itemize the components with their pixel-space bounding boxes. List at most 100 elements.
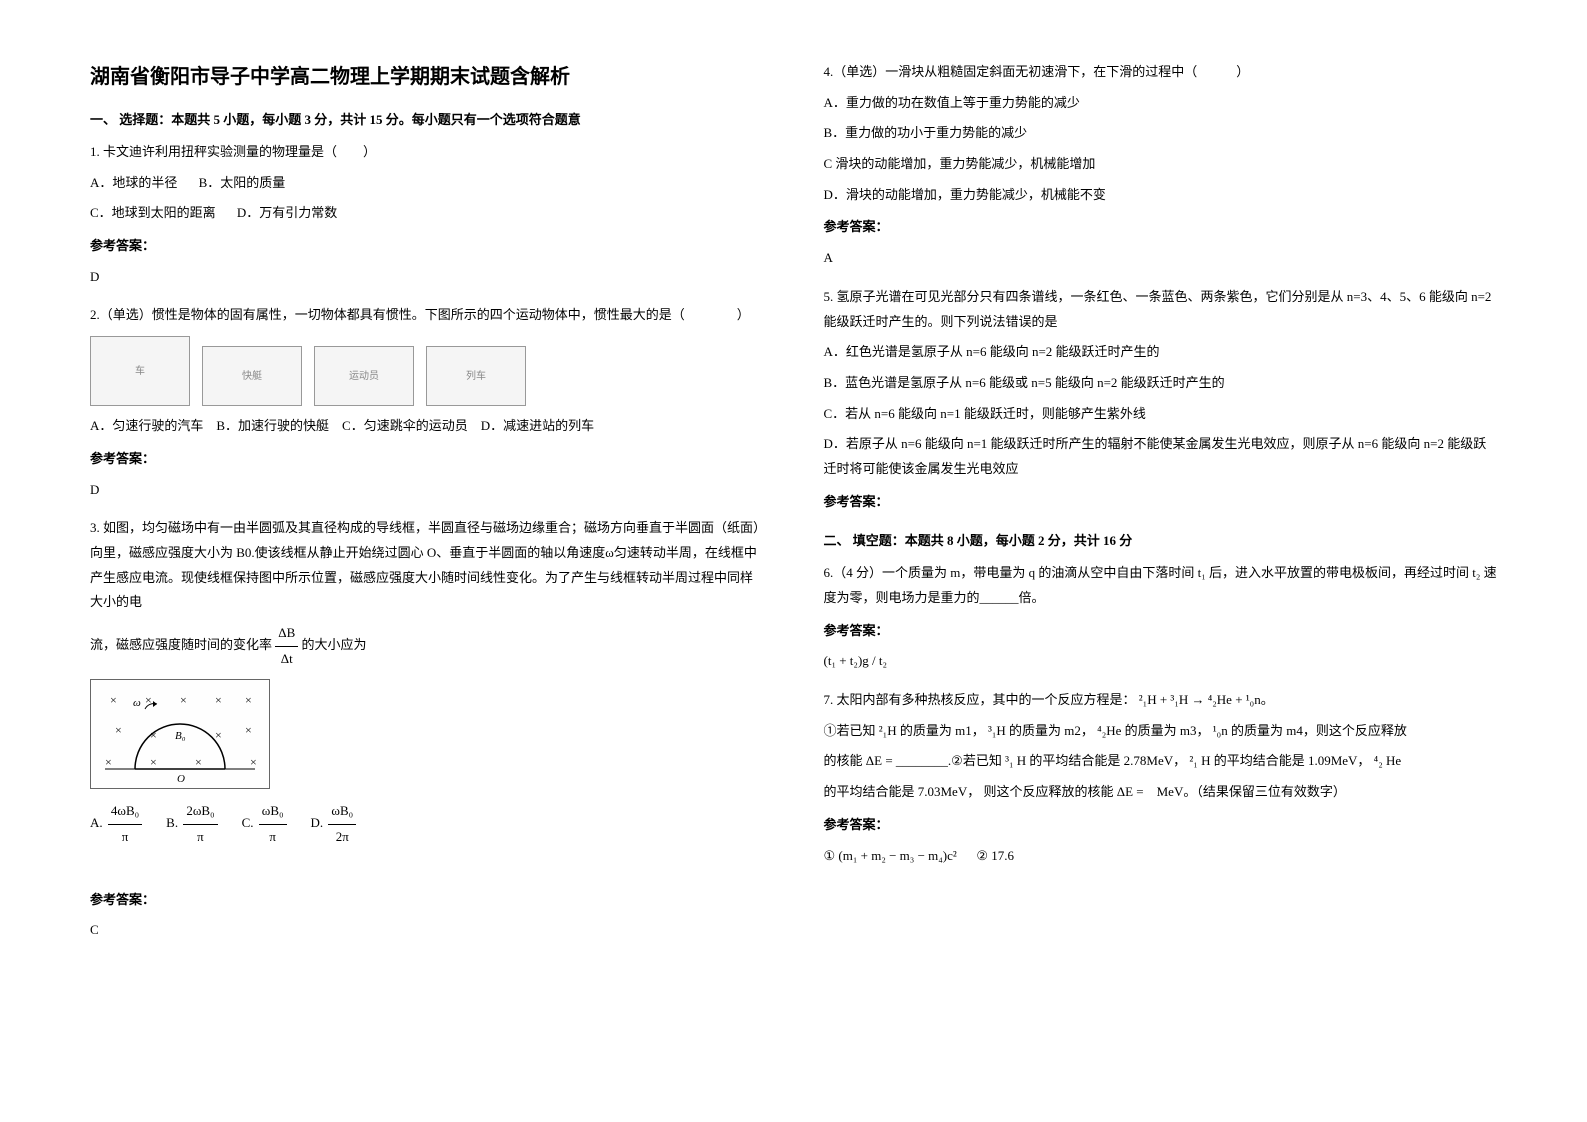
q7-text4b: = MeV。（结果保留三位有效数字）: [1136, 784, 1346, 799]
svg-text:×: ×: [180, 693, 187, 707]
q4-answer-label: 参考答案：: [824, 215, 1498, 240]
q7-ans2-lab: ②: [976, 848, 988, 863]
q4-optA: A．重力做的功在数值上等于重力势能的减少: [824, 91, 1498, 116]
q7-text3a: 的核能: [824, 753, 863, 768]
q3-optD-den: 2π: [328, 825, 356, 850]
q7-answers: ① (m₁ + m₂ − m₃ − m₄)c² ② 17.6: [824, 844, 1498, 869]
left-column: 湖南省衡阳市导子中学高二物理上学期期末试题含解析 一、 选择题：本题共 5 小题…: [90, 60, 764, 957]
q3-optB: B. 2ωB₀π: [166, 799, 217, 849]
q3-optA-num: 4ωB₀: [108, 799, 142, 825]
document-title: 湖南省衡阳市导子中学高二物理上学期期末试题含解析: [90, 60, 764, 89]
q3-frac-num: ΔB: [275, 621, 298, 647]
q1-optC: C．地球到太阳的距离: [90, 201, 216, 226]
q3-labC: C.: [242, 815, 254, 830]
svg-text:×: ×: [215, 693, 222, 707]
q7-sup31: ³₁: [1005, 753, 1013, 768]
q7-text2e: 的质量为 m4，则这个反应释放: [1231, 723, 1407, 738]
q3-options: A. 4ωB₀π B. 2ωB₀π C. ωB₀π D. ωB₀2π: [90, 799, 764, 849]
q3-optC-den: π: [259, 825, 287, 850]
q7-text3e: He: [1386, 753, 1401, 768]
q3-optD: D. ωB₀2π: [311, 799, 357, 849]
q3-text1: 3. 如图，均匀磁场中有一由半圆弧及其直径构成的导线框，半圆直径与磁场边缘重合；…: [90, 516, 764, 615]
q7-line4: 的平均结合能是 7.03MeV， 则这个反应释放的核能 ΔE = MeV。（结果…: [824, 780, 1498, 805]
q4-text: 4.（单选）一滑块从粗糙固定斜面无初速滑下，在下滑的过程中（ ）: [824, 60, 1498, 85]
q6-answer: (t₁ + t₂)g / t₂: [824, 649, 1498, 674]
q7-ans2: 17.6: [991, 848, 1014, 863]
question-2: 2.（单选）惯性是物体的固有属性，一切物体都具有惯性。下图所示的四个运动物体中，…: [90, 303, 764, 502]
q3-labA: A.: [90, 815, 103, 830]
q1-options: A．地球的半径 B．太阳的质量: [90, 171, 764, 196]
q7-text2b: 的质量为 m1，: [900, 723, 985, 738]
q5-optA: A．红色光谱是氢原子从 n=6 能级向 n=2 能级跃迁时产生的: [824, 340, 1498, 365]
q1-optD: D．万有引力常数: [237, 201, 337, 226]
question-4: 4.（单选）一滑块从粗糙固定斜面无初速滑下，在下滑的过程中（ ） A．重力做的功…: [824, 60, 1498, 271]
q3-optA: A. 4ωB₀π: [90, 799, 142, 849]
svg-text:ω: ω: [133, 697, 141, 709]
q3-text3: 的大小应为: [302, 637, 367, 652]
q7-sup21: ²₁: [1189, 753, 1197, 768]
q1-optA: A．地球的半径: [90, 171, 177, 196]
q3-frac: ΔB Δt: [275, 621, 298, 671]
q2-images: 车 快艇 运动员 列车: [90, 336, 764, 406]
q4-optC: C 滑块的动能增加，重力势能减少，机械能增加: [824, 152, 1498, 177]
q3-optB-num: 2ωB₀: [183, 799, 217, 825]
svg-text:×: ×: [110, 693, 117, 707]
q3-frac-den: Δt: [275, 647, 298, 672]
q4-answer: A: [824, 246, 1498, 271]
q2-answer: D: [90, 478, 764, 503]
question-1: 1. 卡文迪许利用扭秤实验测量的物理量是（ ） A．地球的半径 B．太阳的质量 …: [90, 140, 764, 289]
svg-text:×: ×: [245, 723, 252, 737]
q7-text2d: 的质量为 m3，: [1125, 723, 1210, 738]
q1-answer-label: 参考答案：: [90, 234, 764, 259]
svg-text:×: ×: [150, 728, 157, 742]
q7-sym-n: ¹₀n: [1213, 723, 1228, 738]
semicircle-diagram-icon: ××××× ×××× ×××× B₀ ω O: [95, 684, 265, 784]
q1-answer: D: [90, 265, 764, 290]
q6-answer-label: 参考答案：: [824, 619, 1498, 644]
q7-text3d: H 的平均结合能是 1.09MeV，: [1201, 753, 1370, 768]
q2-img4: 列车: [426, 346, 526, 406]
svg-text:×: ×: [115, 723, 122, 737]
q4-optD: D．滑块的动能增加，重力势能减少，机械能不变: [824, 183, 1498, 208]
q4-optB: B．重力做的功小于重力势能的减少: [824, 121, 1498, 146]
q1-optB: B．太阳的质量: [199, 171, 286, 196]
q3-optB-den: π: [183, 825, 217, 850]
q3-optD-num: ωB₀: [328, 799, 356, 825]
q3-labD: D.: [311, 815, 324, 830]
q3-text2-line: 流，磁感应强度随时间的变化率 ΔB Δt 的大小应为: [90, 621, 764, 671]
q3-text2: 流，磁感应强度随时间的变化率: [90, 637, 272, 652]
q2-answer-label: 参考答案：: [90, 447, 764, 472]
q7-text4: 的平均结合能是 7.03MeV， 则这个反应释放的核能: [824, 784, 1114, 799]
q3-answer-label: 参考答案：: [90, 888, 764, 913]
q7-line2: ①若已知 ²₁H 的质量为 m1， ³₁H 的质量为 m2， ⁴₂He 的质量为…: [824, 719, 1498, 744]
question-6: 6.（4 分）一个质量为 m，带电量为 q 的油滴从空中自由下落时间 t₁ 后，…: [824, 561, 1498, 674]
q1-options2: C．地球到太阳的距离 D．万有引力常数: [90, 201, 764, 226]
q7-ans1: (m₁ + m₂ − m₃ − m₄)c²: [838, 848, 956, 863]
q5-answer-label: 参考答案：: [824, 490, 1498, 515]
q3-optC-num: ωB₀: [259, 799, 287, 825]
q5-text: 5. 氢原子光谱在可见光部分只有四条谱线，一条红色、一条蓝色、两条紫色，它们分别…: [824, 285, 1498, 334]
q5-optC: C．若从 n=6 能级向 n=1 能级跃迁时，则能够产生紫外线: [824, 402, 1498, 427]
q2-img1: 车: [90, 336, 190, 406]
q7-sym-de: ΔE: [866, 753, 882, 768]
question-7: 7. 太阳内部有多种热核反应，其中的一个反应方程是： ²₁H + ³₁H → ⁴…: [824, 688, 1498, 868]
q3-labB: B.: [166, 815, 178, 830]
q7-sym-he: ⁴₂He: [1097, 723, 1121, 738]
q7-text2c: 的质量为 m2，: [1009, 723, 1094, 738]
svg-text:O: O: [177, 773, 185, 784]
section1-header: 一、 选择题：本题共 5 小题，每小题 3 分，共计 15 分。每小题只有一个选…: [90, 109, 764, 128]
q7-text3b: = ________.②若已知: [885, 753, 1002, 768]
question-5: 5. 氢原子光谱在可见光部分只有四条谱线，一条红色、一条蓝色、两条紫色，它们分别…: [824, 285, 1498, 515]
q7-sup42: ⁴₂: [1374, 753, 1383, 768]
svg-text:×: ×: [150, 755, 157, 769]
q7-text3c: H 的平均结合能是 2.78MeV，: [1017, 753, 1186, 768]
q1-text: 1. 卡文迪许利用扭秤实验测量的物理量是（ ）: [90, 140, 764, 165]
q5-optD: D．若原子从 n=6 能级向 n=1 能级跃迁时所产生的辐射不能使某金属发生光电…: [824, 432, 1498, 481]
section2-header: 二、 填空题：本题共 8 小题，每小题 2 分，共计 16 分: [824, 530, 1498, 549]
q5-optB: B．蓝色光谱是氢原子从 n=6 能级或 n=5 能级向 n=2 能级跃迁时产生的: [824, 371, 1498, 396]
q3-diagram: ××××× ×××× ×××× B₀ ω O: [90, 679, 270, 789]
q7-eq1: ²₁H + ³₁H → ⁴₂He + ¹₀n: [1139, 692, 1261, 707]
q7-line1: 7. 太阳内部有多种热核反应，其中的一个反应方程是： ²₁H + ³₁H → ⁴…: [824, 688, 1498, 713]
q3-answer: C: [90, 918, 764, 943]
q3-optA-den: π: [108, 825, 142, 850]
